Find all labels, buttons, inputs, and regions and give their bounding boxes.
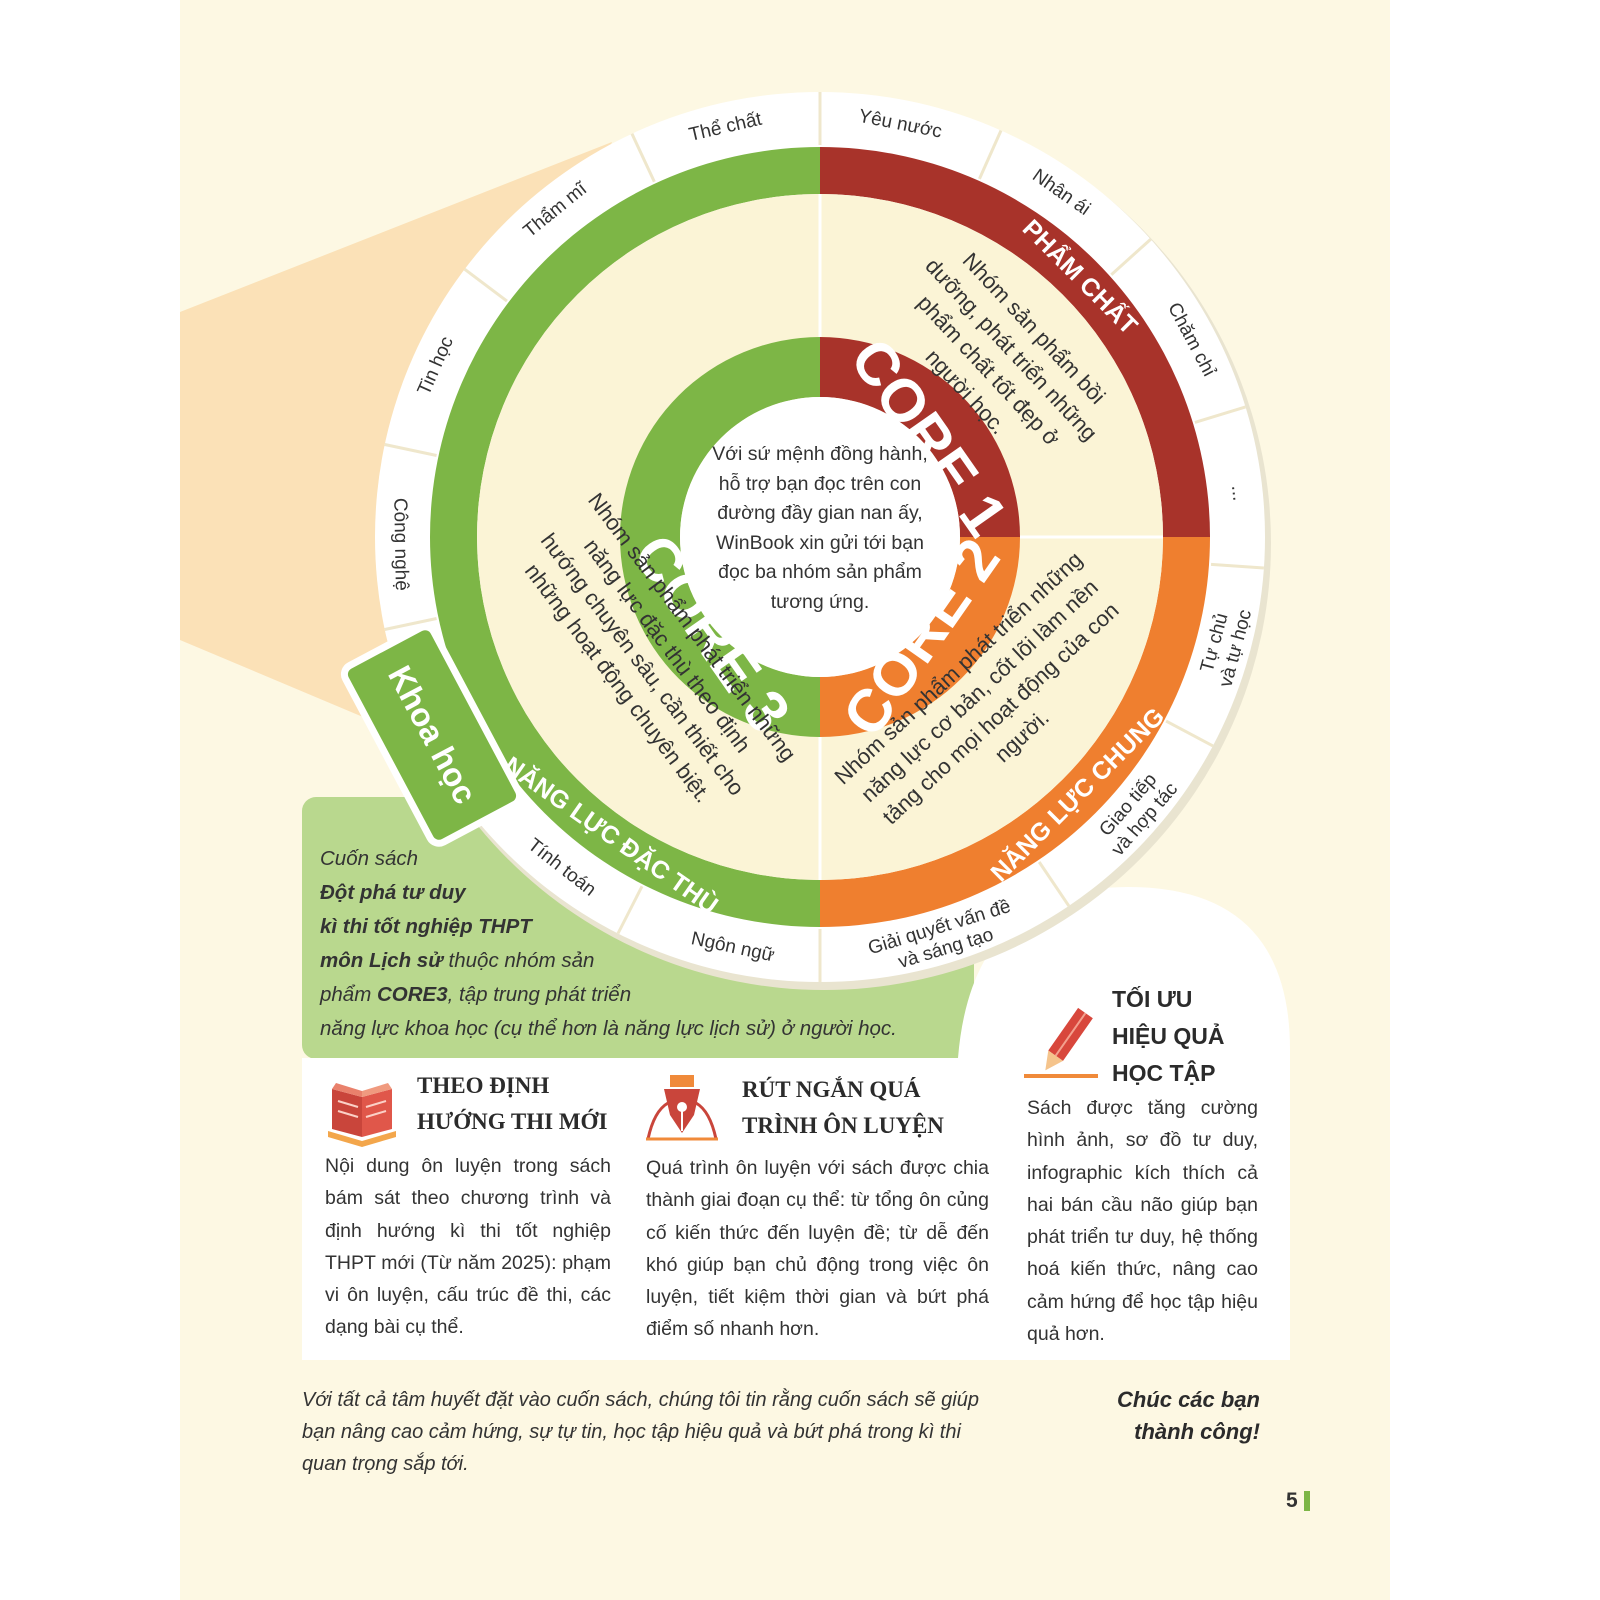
note-segment: , tập trung phát triển [447, 983, 632, 1006]
feature-title: TỐI ƯU HIỆU QUẢ HỌC TẬP [1112, 981, 1224, 1092]
page-number-bar [1304, 1491, 1310, 1511]
note-segment: năng lực khoa học (cụ thể hơn là năng lự… [320, 1017, 897, 1040]
note-segment: thuộc nhóm sản [442, 949, 595, 972]
ring-divider [1110, 238, 1152, 276]
note-segment: Đột phá tư duy [320, 881, 466, 904]
feature-title-line: HIỆU QUẢ [1112, 1023, 1225, 1049]
note-segment: môn Lịch sử [320, 949, 443, 972]
feature-title-line: TRÌNH ÔN LUYỆN [742, 1113, 944, 1138]
note-line: môn Lịch sử thuộc nhóm sản [320, 944, 980, 978]
ring-divider [384, 617, 437, 631]
ring-divider [616, 885, 644, 935]
feature-body: Sách được tăng cường hình ảnh, sơ đồ tư … [1027, 1097, 1258, 1346]
note-segment: CORE3 [376, 983, 448, 1006]
feature-title-line: RÚT NGẮN QUÁ [742, 1077, 921, 1102]
features-panel [302, 887, 1290, 1360]
ring-divider [1037, 861, 1071, 907]
tab: Khoa học [340, 623, 524, 847]
ring-divider [1165, 719, 1214, 748]
note-segment: Cuốn sách [320, 847, 419, 870]
pencil-icon [1024, 1007, 1098, 1078]
note-line: kì thi tốt nghiệp THPT [320, 910, 980, 944]
note-line: Đột phá tư duy [320, 876, 980, 910]
center-text: Với sứ mệnh đồng hành, hỗ trợ bạn đọc tr… [712, 443, 928, 613]
book-icon [328, 1083, 396, 1147]
ring-label: Công nghệ [389, 498, 412, 591]
ring-divider [630, 133, 656, 183]
note-line: Cuốn sách [320, 842, 980, 876]
note-line: năng lực khoa học (cụ thể hơn là năng lự… [320, 1012, 980, 1046]
ring-divider [978, 129, 1003, 180]
band-segment [430, 147, 820, 927]
pen-icon [646, 1075, 718, 1141]
note-line: phẩm CORE3, tập trung phát triển [320, 978, 980, 1012]
feature-body: Quá trình ôn luyện với sách được chia th… [646, 1157, 989, 1341]
band-segment [820, 147, 1210, 537]
ring-label-line: ... [1227, 484, 1250, 502]
closing: Chúc các bạn thành công! [1116, 1387, 1260, 1444]
feature-title: RÚT NGẮN QUÁ TRÌNH ÔN LUYỆN [742, 1072, 944, 1144]
icons [328, 1007, 1098, 1147]
core-segment [620, 337, 820, 737]
ring-label-line: Công nghệ [389, 498, 412, 591]
ring-divider [384, 443, 437, 457]
ring-divider [1210, 562, 1265, 570]
note-segment: kì thi tốt nghiệp THPT [320, 915, 532, 938]
feature-body: Nội dung ôn luyện trong sách bám sát the… [325, 1155, 611, 1339]
feature-title-line: HỌC TẬP [1112, 1060, 1216, 1086]
band-segment [820, 537, 1210, 927]
book-note: Cuốn sách Đột phá tư duy kì thi tốt nghiệp… [320, 842, 980, 1046]
feature-title-line: HƯỚNG THI MỚI [417, 1109, 608, 1134]
feature-title: THEO ĐỊNH HƯỚNG THI MỚI [417, 1068, 607, 1140]
ring-divider [1194, 405, 1246, 424]
core-segment [820, 537, 1020, 737]
tab-shape [340, 623, 524, 847]
ring-divider [463, 267, 508, 303]
feature-title-line: THEO ĐỊNH [417, 1073, 550, 1098]
footer-text: Với tất cả tâm huyết đặt vào cuốn sách, … [302, 1389, 979, 1475]
feature-title-line: TỐI ƯU [1112, 986, 1193, 1012]
core-segment [820, 337, 1020, 537]
note-segment: phẩm [320, 983, 377, 1006]
center-disc [680, 397, 960, 677]
ring-label: ... [1227, 484, 1250, 502]
page-number: 5 [1286, 1489, 1298, 1512]
